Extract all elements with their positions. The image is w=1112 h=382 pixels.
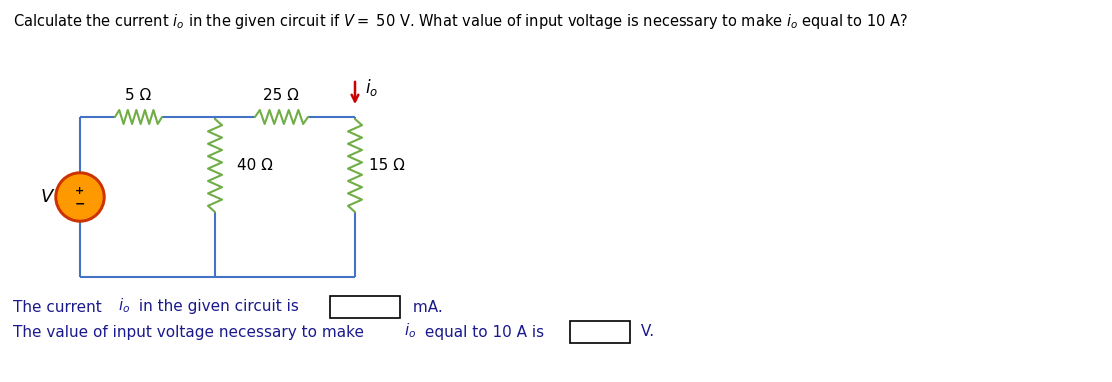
FancyBboxPatch shape	[570, 321, 631, 343]
Text: $i_o$: $i_o$	[365, 76, 378, 97]
Text: equal to 10 A is: equal to 10 A is	[420, 324, 544, 340]
Circle shape	[58, 175, 102, 219]
Circle shape	[54, 172, 105, 222]
Text: $i_o$: $i_o$	[404, 322, 416, 340]
FancyBboxPatch shape	[330, 296, 400, 318]
Text: The value of input voltage necessary to make: The value of input voltage necessary to …	[13, 324, 369, 340]
Text: 5 Ω: 5 Ω	[125, 87, 151, 102]
Text: 40 Ω: 40 Ω	[237, 159, 272, 173]
Text: mA.: mA.	[408, 299, 443, 314]
Text: The current: The current	[13, 299, 107, 314]
Text: 15 Ω: 15 Ω	[369, 159, 405, 173]
Text: $V$: $V$	[40, 188, 56, 206]
Text: $i_o$: $i_o$	[118, 297, 130, 316]
Text: −: −	[75, 197, 86, 210]
Text: V.: V.	[636, 324, 654, 340]
Text: Calculate the current $i_o$ in the given circuit if $V=$ 50 V. What value of inp: Calculate the current $i_o$ in the given…	[13, 12, 909, 31]
Text: in the given circuit is: in the given circuit is	[135, 299, 299, 314]
Text: +: +	[76, 186, 85, 196]
Text: 25 Ω: 25 Ω	[264, 87, 299, 102]
